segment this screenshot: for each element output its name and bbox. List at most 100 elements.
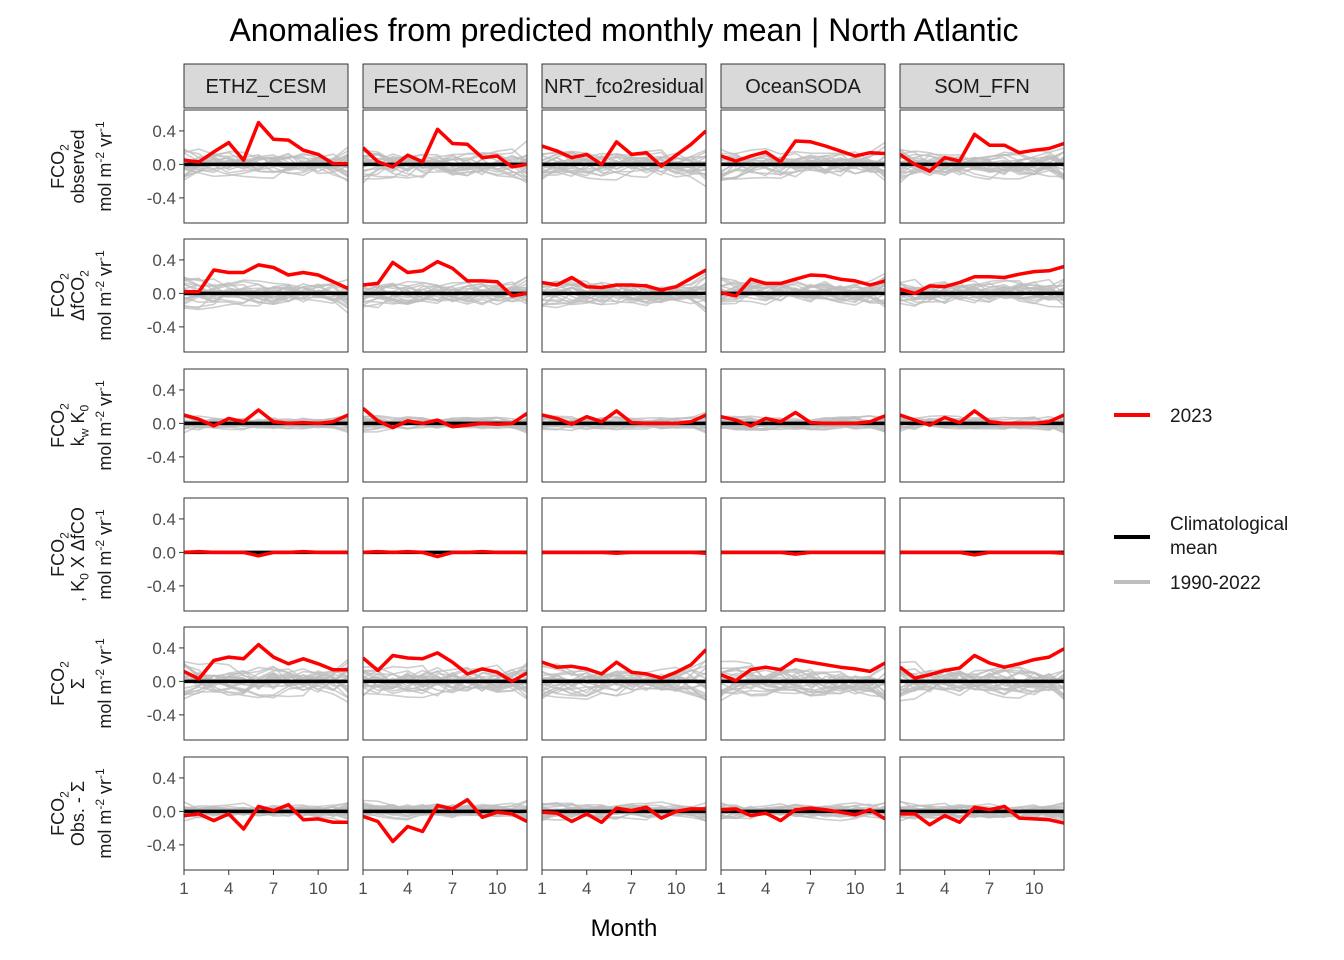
series-2023-line xyxy=(721,657,885,683)
facet-panel xyxy=(899,238,1065,353)
y-tick-label: 0.0 xyxy=(152,802,176,821)
facet-panel xyxy=(362,109,528,224)
panel-border xyxy=(899,109,1065,224)
x-axis-title: Month xyxy=(591,915,658,942)
panel-border xyxy=(183,368,349,483)
chart-title: Anomalies from predicted monthly mean | … xyxy=(229,12,1018,48)
panel-border xyxy=(183,497,349,612)
series-2023-line xyxy=(184,549,348,558)
row-labels: FCO2observedmol m-2 yr-1FCO2ΔfCO2mol m-2… xyxy=(48,121,112,859)
row-label-line: Obs. - Σ xyxy=(68,781,88,846)
strip-background xyxy=(362,63,528,109)
panel-border xyxy=(362,109,528,224)
y-tick-label: 0.0 xyxy=(152,414,176,433)
series-2023-line xyxy=(363,127,527,169)
facet-strip: ETHZ_CESM xyxy=(183,63,349,109)
series-2023-line xyxy=(363,259,527,298)
history-line xyxy=(542,160,706,178)
panel-border xyxy=(362,756,528,871)
y-tick-label: 0.4 xyxy=(152,122,176,141)
facet-panel: 1 4 7 10 xyxy=(716,756,886,898)
panel-border xyxy=(720,368,886,483)
facet-panel: 1 4 7 10 xyxy=(895,756,1065,898)
strip-label: FESOM-REcoM xyxy=(373,76,516,98)
history-line xyxy=(721,667,885,698)
legend-label: 2023 xyxy=(1170,406,1212,427)
x-tick-label: 1 xyxy=(537,879,546,898)
history-line xyxy=(721,415,885,433)
series-2023-line xyxy=(721,550,885,556)
y-tick-label: -0.4 xyxy=(147,836,176,855)
y-tick-label: 0.0 xyxy=(152,284,176,303)
history-line xyxy=(184,158,348,181)
series-2023-line xyxy=(363,406,527,430)
history-line xyxy=(542,670,706,698)
series-2023-line xyxy=(184,263,348,294)
row-label-text: FCO2 xyxy=(48,791,70,836)
facet-panel xyxy=(362,238,528,353)
history-line xyxy=(363,676,527,699)
y-tick-label: -0.4 xyxy=(147,706,176,725)
panel-border xyxy=(362,238,528,353)
facet-panel xyxy=(720,626,886,741)
panel-border xyxy=(362,497,528,612)
history-line xyxy=(363,154,527,182)
panel-border xyxy=(362,368,528,483)
panel-border xyxy=(541,497,707,612)
series-2023-line xyxy=(900,264,1064,296)
panel-border xyxy=(899,497,1065,612)
row-label-text: mol m-2 yr-1 xyxy=(93,768,112,859)
panel-border xyxy=(183,626,349,741)
history-line xyxy=(721,283,885,308)
strip-label: SOM_FFN xyxy=(934,76,1030,98)
x-tick-label: 4 xyxy=(761,879,770,898)
series-2023-line xyxy=(721,273,885,298)
panel-border xyxy=(541,756,707,871)
series-2023-line xyxy=(721,410,885,428)
facet-panel xyxy=(899,497,1065,612)
x-tick-label: 10 xyxy=(309,879,328,898)
facet-panel: 0.4 0.0 -0.4 xyxy=(147,109,349,224)
series-2023-line xyxy=(900,409,1064,427)
series-2023-line xyxy=(721,806,885,823)
facet-panel: 1 4 7 10 xyxy=(537,756,707,898)
x-tick-label: 1 xyxy=(179,879,188,898)
history-line xyxy=(721,671,885,701)
panel-border xyxy=(899,626,1065,741)
strip-label: OceanSODA xyxy=(745,76,861,98)
facet-panel xyxy=(362,626,528,741)
panel-border xyxy=(541,109,707,224)
panel-border xyxy=(899,368,1065,483)
facet-panel xyxy=(720,368,886,483)
x-tick-label: 7 xyxy=(269,879,278,898)
x-tick-label: 7 xyxy=(627,879,636,898)
facet-strip: OceanSODA xyxy=(720,63,886,109)
history-line xyxy=(363,152,527,173)
x-tick-label: 7 xyxy=(985,879,994,898)
facet-panel xyxy=(899,626,1065,741)
history-line xyxy=(542,156,706,181)
panel-border xyxy=(362,626,528,741)
panel-border xyxy=(720,626,886,741)
y-tick-label: -0.4 xyxy=(147,318,176,337)
strip-label: ETHZ_CESM xyxy=(205,76,326,98)
y-tick-label: 0.4 xyxy=(152,381,176,400)
series-2023-line xyxy=(184,408,348,428)
strip-background xyxy=(720,63,886,109)
panel-grid: ETHZ_CESM FESOM-REcoM NRT_fco2residual Ocea… xyxy=(147,63,1065,898)
series-2023-line xyxy=(363,797,527,844)
y-tick-label: 0.4 xyxy=(152,510,176,529)
panel-border xyxy=(541,368,707,483)
series-2023-line xyxy=(363,549,527,559)
y-tick-label: -0.4 xyxy=(147,448,176,467)
series-2023-line xyxy=(184,120,348,166)
x-tick-label: 10 xyxy=(1025,879,1044,898)
history-line xyxy=(900,151,1064,168)
history-line xyxy=(542,152,706,188)
panel-border xyxy=(720,238,886,353)
row-label-line: FCO2 xyxy=(48,791,70,836)
facet-panel xyxy=(720,497,886,612)
facet-panel xyxy=(720,109,886,224)
y-tick-label: 0.0 xyxy=(152,155,176,174)
